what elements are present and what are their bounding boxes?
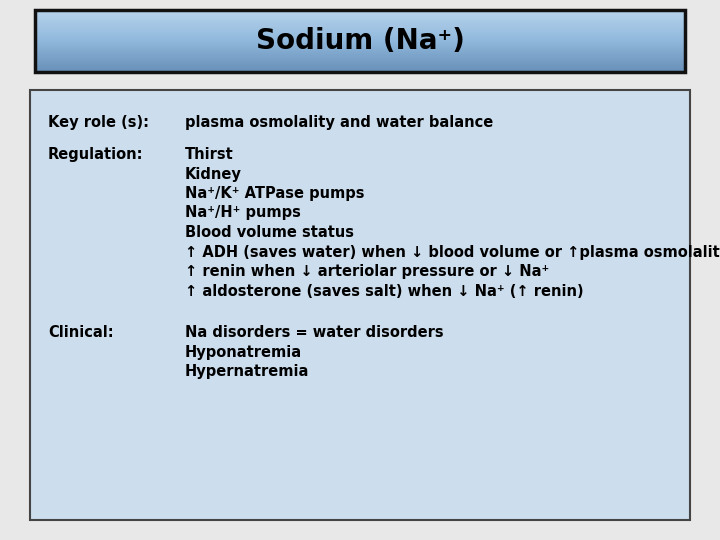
Text: Na⁺/H⁺ pumps: Na⁺/H⁺ pumps [185,206,301,220]
Bar [35,37,685,39]
Bar [35,70,685,72]
Bar [35,52,685,53]
Bar [35,65,685,67]
Text: Thirst: Thirst [185,147,234,162]
Bar [35,10,685,11]
Bar [35,59,685,60]
Bar [35,66,685,68]
Bar [35,49,685,50]
Bar [35,17,685,18]
Bar [35,54,685,56]
Bar [35,50,685,51]
Text: Sodium (Na⁺): Sodium (Na⁺) [256,27,464,55]
Bar [35,39,685,41]
Text: ↑ renin when ↓ arteriolar pressure or ↓ Na⁺: ↑ renin when ↓ arteriolar pressure or ↓ … [185,264,549,279]
Bar [35,44,685,45]
Text: ↑ ADH (saves water) when ↓ blood volume or ↑plasma osmolality: ↑ ADH (saves water) when ↓ blood volume … [185,245,720,260]
Bar [35,32,685,34]
Bar [35,61,685,63]
Text: Kidney: Kidney [185,166,242,181]
Bar [35,56,685,58]
Bar [35,57,685,58]
Bar [35,64,685,66]
Bar [35,22,685,23]
Bar [35,36,685,38]
Bar [35,58,685,59]
Bar [35,46,685,47]
Bar [35,11,685,13]
Bar [35,15,685,16]
Bar [35,25,685,26]
Bar [35,16,685,17]
Bar [35,38,685,40]
Bar [35,55,685,57]
Bar [35,69,685,70]
Text: Hypernatremia: Hypernatremia [185,364,310,379]
Bar [35,24,685,25]
Bar [35,12,685,14]
Bar [35,63,685,65]
Bar [35,14,685,15]
Bar [35,21,685,22]
Bar [35,51,685,52]
Text: plasma osmolality and water balance: plasma osmolality and water balance [185,115,493,130]
Text: Clinical:: Clinical: [48,325,114,340]
Bar [35,23,685,24]
Bar [35,60,685,62]
Bar [35,68,685,69]
Bar [30,90,690,520]
Bar [35,43,685,44]
Bar [35,19,685,21]
Text: Regulation:: Regulation: [48,147,143,162]
Bar [35,26,685,28]
Bar [35,20,685,22]
Bar [35,29,685,31]
Text: Blood volume status: Blood volume status [185,225,354,240]
Bar [35,18,685,19]
Bar [35,10,685,72]
Bar [35,31,685,33]
Bar [35,48,685,49]
Bar [35,70,685,71]
Bar [35,35,685,36]
Bar [35,11,685,12]
Bar [35,33,685,35]
Bar [35,46,685,48]
Text: ↑ aldosterone (saves salt) when ↓ Na⁺ (↑ renin): ↑ aldosterone (saves salt) when ↓ Na⁺ (↑… [185,284,584,299]
Bar [35,45,685,46]
Text: Na⁺/K⁺ ATPase pumps: Na⁺/K⁺ ATPase pumps [185,186,364,201]
Text: Key role (s):: Key role (s): [48,115,149,130]
Bar [35,42,685,43]
Text: Na disorders = water disorders: Na disorders = water disorders [185,325,444,340]
Bar [35,27,685,29]
Bar [35,30,685,32]
Bar [35,53,685,55]
Text: Hyponatremia: Hyponatremia [185,345,302,360]
Bar [35,40,685,42]
Bar [35,28,685,30]
Bar [35,62,685,64]
Bar [35,35,685,37]
